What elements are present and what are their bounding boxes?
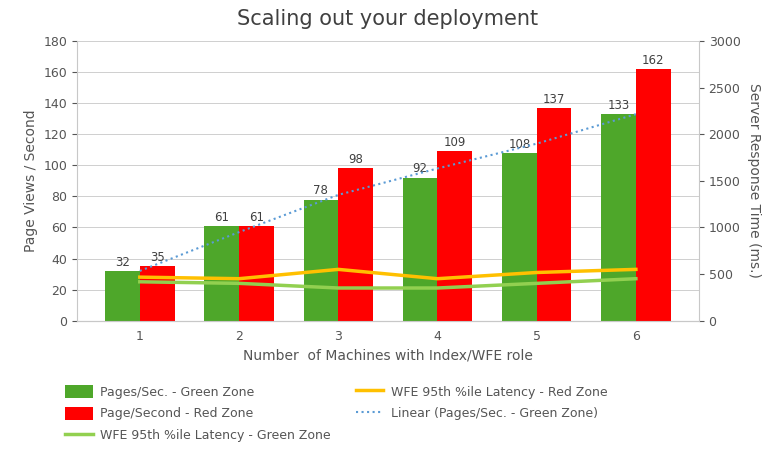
Bar bbox=[338, 169, 373, 321]
Text: 98: 98 bbox=[348, 153, 363, 166]
Text: 108: 108 bbox=[508, 138, 531, 151]
Text: 61: 61 bbox=[249, 211, 264, 224]
Bar bbox=[402, 178, 438, 321]
Bar bbox=[239, 226, 273, 321]
Bar bbox=[204, 226, 239, 321]
X-axis label: Number  of Machines with Index/WFE role: Number of Machines with Index/WFE role bbox=[243, 349, 533, 363]
Title: Scaling out your deployment: Scaling out your deployment bbox=[237, 9, 538, 28]
Bar bbox=[502, 153, 537, 321]
Text: 137: 137 bbox=[543, 93, 565, 106]
Bar bbox=[601, 114, 636, 321]
Bar bbox=[537, 108, 571, 321]
Text: 109: 109 bbox=[444, 136, 466, 149]
Y-axis label: Server Response Time (ms.): Server Response Time (ms.) bbox=[747, 83, 761, 278]
Bar bbox=[303, 200, 338, 321]
Text: 133: 133 bbox=[607, 99, 630, 112]
Text: 78: 78 bbox=[313, 184, 328, 197]
Bar bbox=[438, 152, 472, 321]
Bar bbox=[636, 69, 670, 321]
Text: 35: 35 bbox=[150, 251, 164, 264]
Bar bbox=[105, 271, 140, 321]
Text: 92: 92 bbox=[412, 163, 428, 175]
Bar bbox=[140, 266, 174, 321]
Text: 61: 61 bbox=[214, 211, 229, 224]
Y-axis label: Page Views / Second: Page Views / Second bbox=[24, 109, 38, 252]
Text: 32: 32 bbox=[115, 256, 130, 268]
Text: 162: 162 bbox=[642, 54, 664, 67]
Legend: Pages/Sec. - Green Zone, Page/Second - Red Zone, WFE 95th %ile Latency - Green Z: Pages/Sec. - Green Zone, Page/Second - R… bbox=[60, 380, 612, 447]
